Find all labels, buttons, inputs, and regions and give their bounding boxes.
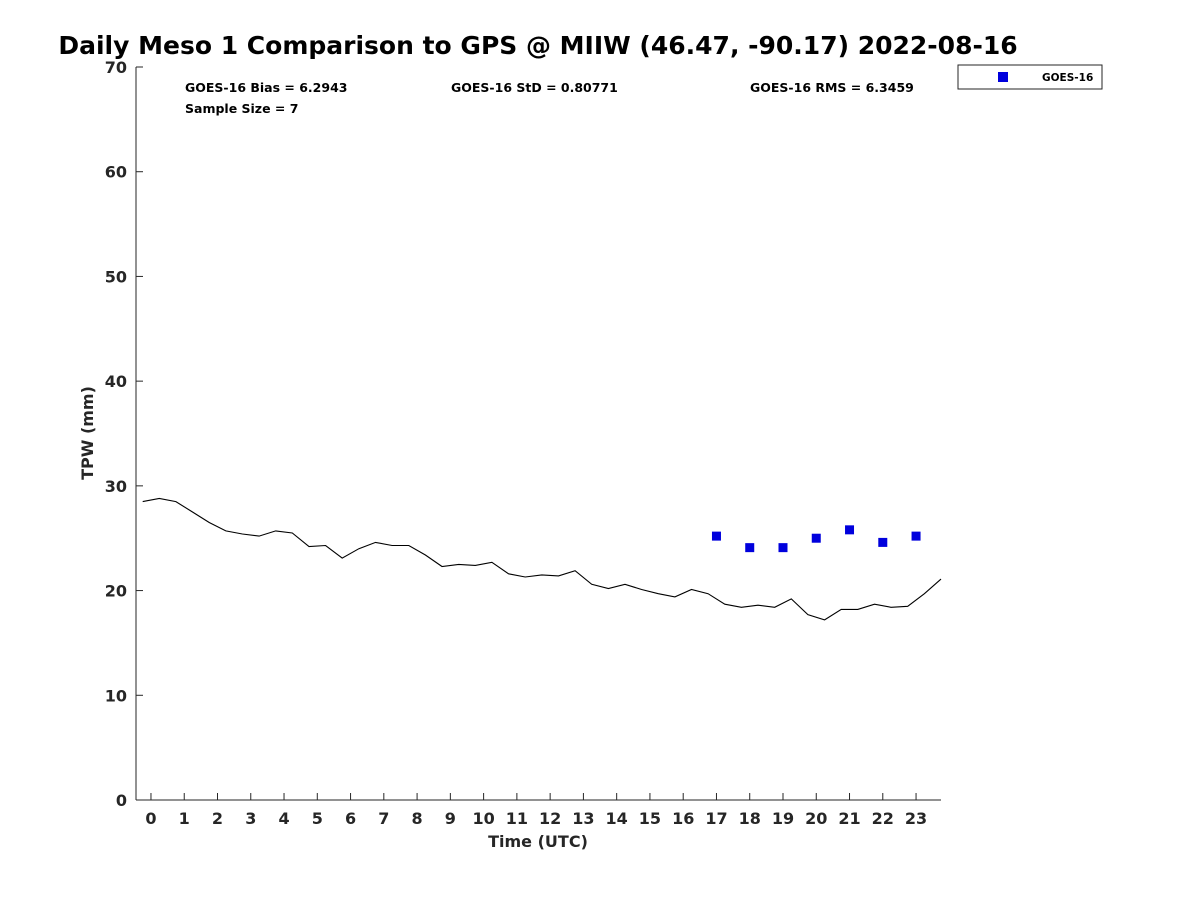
x-tick-label: 17 — [705, 809, 727, 828]
stat-sample-size: Sample Size = 7 — [185, 101, 298, 116]
x-tick-label: 8 — [412, 809, 423, 828]
x-tick-label: 9 — [445, 809, 456, 828]
stat-rms: GOES-16 RMS = 6.3459 — [750, 80, 914, 95]
y-tick-label: 10 — [105, 686, 127, 705]
x-tick-label: 23 — [905, 809, 927, 828]
x-ticks: 0 1 2 3 4 5 6 7 8 9 10 11 12 13 14 15 16 17 18 19 20 21 22 23 — [145, 793, 927, 828]
y-tick-label: 40 — [105, 372, 127, 391]
legend: GOES-16 — [957, 64, 1103, 90]
x-tick-label: 11 — [506, 809, 528, 828]
goes16-point — [878, 537, 888, 547]
y-tick-label: 70 — [105, 58, 127, 77]
y-axis-label: TPW (mm) — [78, 386, 97, 480]
x-tick-label: 2 — [212, 809, 223, 828]
legend-box — [957, 64, 1103, 90]
gps-tpw-line — [142, 497, 942, 621]
x-axis-label: Time (UTC) — [488, 832, 588, 851]
y-tick-label: 60 — [105, 163, 127, 182]
x-tick-label: 3 — [245, 809, 256, 828]
x-tick-label: 12 — [539, 809, 561, 828]
stat-bias: GOES-16 Bias = 6.2943 — [185, 80, 347, 95]
goes16-point — [745, 543, 755, 553]
y-tick-label: 50 — [105, 267, 127, 286]
legend-label-goes16: GOES-16 — [1042, 72, 1093, 84]
x-tick-label: 7 — [378, 809, 389, 828]
x-tick-label: 1 — [179, 809, 190, 828]
x-tick-label: 19 — [772, 809, 794, 828]
y-tick-label: 0 — [116, 791, 127, 810]
x-tick-label: 18 — [739, 809, 761, 828]
stat-std: GOES-16 StD = 0.80771 — [451, 80, 618, 95]
x-tick-label: 4 — [278, 809, 289, 828]
x-tick-label: 10 — [472, 809, 494, 828]
legend-marker-goes16 — [998, 72, 1008, 82]
chart-title: Daily Meso 1 Comparison to GPS @ MIIW (4… — [58, 31, 1017, 60]
goes16-point — [811, 533, 821, 543]
x-tick-label: 21 — [838, 809, 860, 828]
x-tick-label: 22 — [872, 809, 894, 828]
y-ticks: 0 10 20 30 40 50 60 70 — [105, 58, 143, 810]
series-layer — [142, 497, 942, 621]
goes16-point — [711, 531, 721, 541]
x-tick-label: 20 — [805, 809, 827, 828]
x-tick-label: 6 — [345, 809, 356, 828]
x-tick-label: 0 — [145, 809, 156, 828]
x-tick-label: 5 — [312, 809, 323, 828]
goes16-point — [911, 531, 921, 541]
goes16-point — [778, 543, 788, 553]
x-tick-label: 16 — [672, 809, 694, 828]
x-tick-label: 15 — [639, 809, 661, 828]
x-tick-label: 13 — [572, 809, 594, 828]
x-tick-label: 14 — [606, 809, 628, 828]
y-tick-label: 30 — [105, 477, 127, 496]
y-tick-label: 20 — [105, 582, 127, 601]
goes16-point — [845, 525, 855, 535]
